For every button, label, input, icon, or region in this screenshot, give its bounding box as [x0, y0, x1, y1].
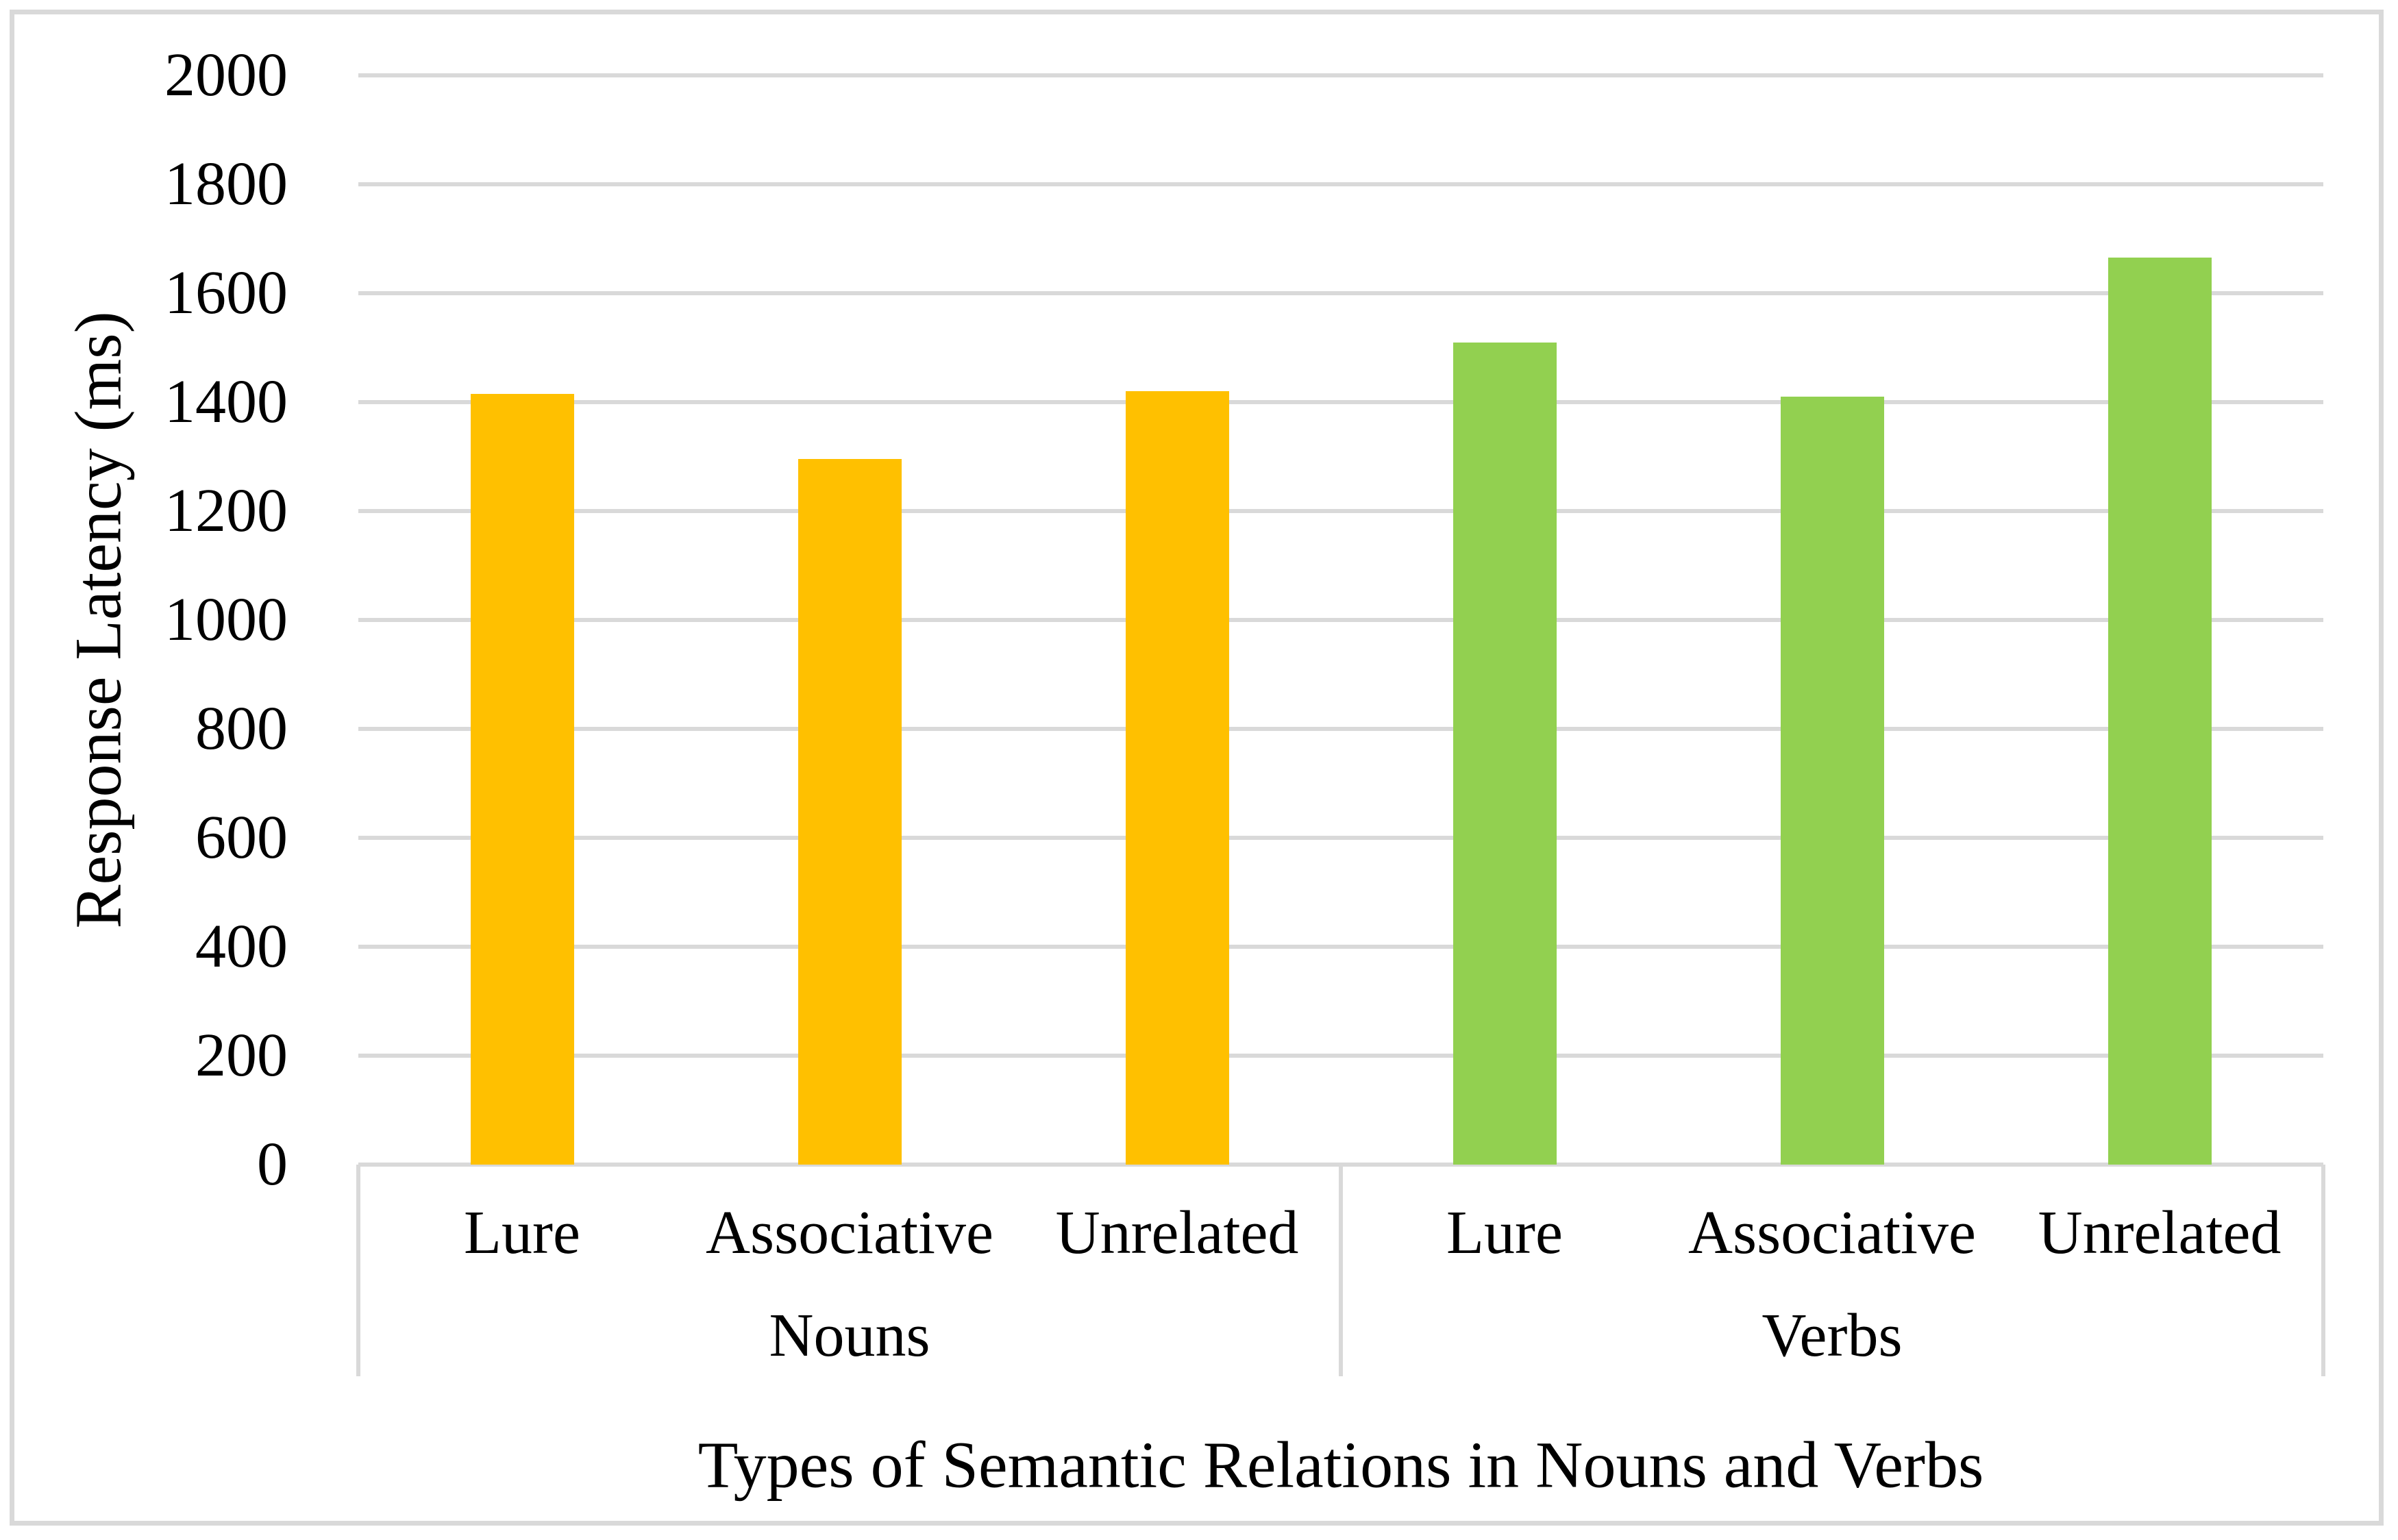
y-tick-label-1600: 1600 — [164, 259, 288, 327]
category-label-verbs-associative: Associative — [1688, 1199, 1976, 1267]
gridline-400 — [358, 945, 2323, 949]
y-axis-title: Response Latency (ms) — [61, 311, 135, 929]
gridline-1400 — [358, 400, 2323, 404]
category-label-nouns-lure: Lure — [464, 1199, 580, 1267]
group-label-nouns: Nouns — [769, 1302, 930, 1369]
category-label-verbs-lure: Lure — [1446, 1199, 1563, 1267]
bar-verbs-associative — [1780, 397, 1884, 1165]
y-tick-label-600: 600 — [195, 804, 288, 871]
gridline-1200 — [358, 509, 2323, 513]
gridline-800 — [358, 727, 2323, 731]
y-tick-label-1000: 1000 — [164, 586, 288, 654]
gridline-2000 — [358, 73, 2323, 77]
bar-nouns-unrelated — [1125, 391, 1229, 1165]
y-tick-label-1800: 1800 — [164, 150, 288, 218]
gridline-600 — [358, 836, 2323, 840]
gridline-200 — [358, 1054, 2323, 1058]
bar-verbs-unrelated — [2107, 258, 2212, 1165]
y-tick-label-1400: 1400 — [164, 368, 288, 436]
bar-verbs-lure — [1453, 342, 1557, 1165]
table-line-right — [2321, 1165, 2325, 1376]
table-line-group-separator — [1339, 1165, 1343, 1376]
y-tick-label-800: 800 — [195, 695, 288, 762]
category-label-verbs-unrelated: Unrelated — [2038, 1199, 2282, 1267]
bar-nouns-associative — [798, 459, 902, 1165]
y-tick-label-200: 200 — [195, 1021, 288, 1089]
x-axis-title: Types of Semantic Relations in Nouns and… — [697, 1428, 1984, 1502]
category-label-nouns-associative: Associative — [706, 1199, 993, 1267]
category-label-nouns-unrelated: Unrelated — [1055, 1199, 1299, 1267]
y-tick-label-400: 400 — [195, 912, 288, 980]
chart-outer-border — [10, 10, 2384, 1526]
y-tick-label-1200: 1200 — [164, 477, 288, 545]
gridline-1000 — [358, 618, 2323, 622]
bar-nouns-lure — [470, 394, 574, 1165]
gridline-1800 — [358, 182, 2323, 186]
y-tick-label-0: 0 — [257, 1130, 288, 1198]
table-line-left — [356, 1165, 360, 1376]
plot-area — [358, 73, 2323, 1167]
gridline-1600 — [358, 291, 2323, 295]
y-tick-label-2000: 2000 — [164, 41, 288, 109]
group-label-verbs: Verbs — [1762, 1302, 1903, 1369]
